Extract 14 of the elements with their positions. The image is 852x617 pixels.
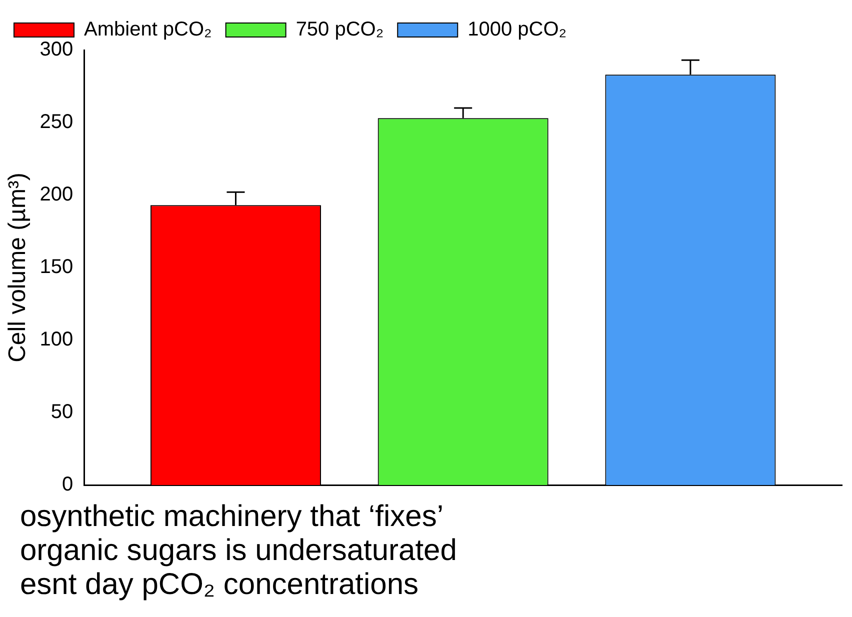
text: esnt day pCO₂ concentrations [20,568,420,602]
y-tick-label: 50 [50,401,74,424]
y-tick-label: 150 [40,256,74,278]
legend-label: Ambient pCO₂ [84,18,212,41]
y-tick-label: 200 [40,184,74,206]
y-tick-label: 0 [62,474,74,496]
legend-label: 1000 pCO₂ [468,18,567,41]
text: osynthetic machinery that ‘fixes’ [20,500,445,534]
text: organic sugars is undersaturated [20,534,458,568]
legend-label: 750 pCO₂ [296,18,384,41]
y-axis-title: Cell volume (µm³) [4,172,32,362]
y-tick-label: 300 [40,38,74,61]
y-tick-label: 250 [40,111,74,134]
y-tick-label: 100 [40,328,74,351]
